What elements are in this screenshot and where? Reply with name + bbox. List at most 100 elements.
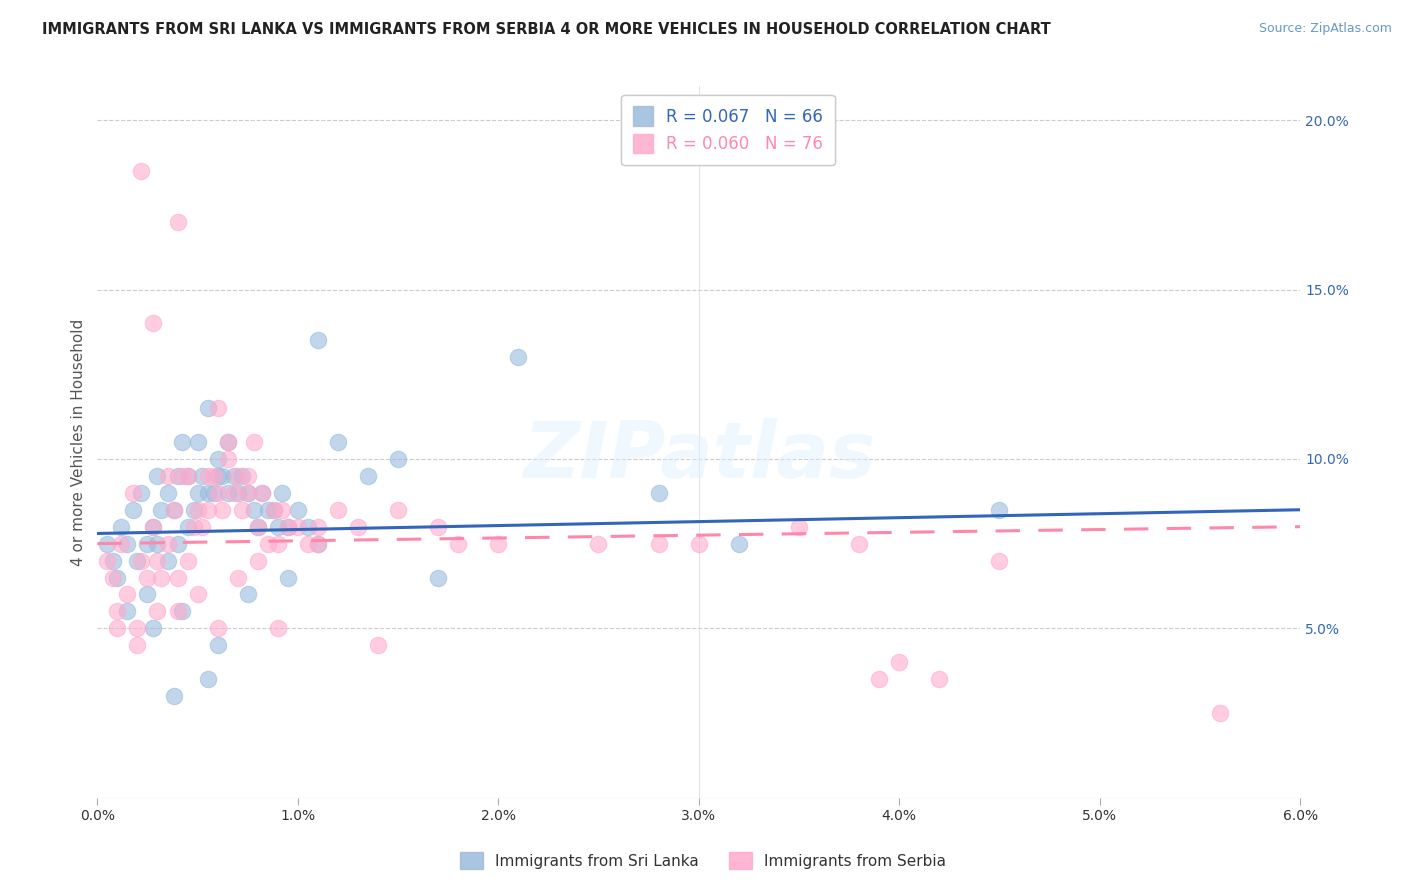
Point <box>236 485 259 500</box>
Point <box>142 317 165 331</box>
Point <box>367 638 389 652</box>
Point <box>170 604 193 618</box>
Point <box>150 570 173 584</box>
Point <box>787 519 810 533</box>
Point <box>387 502 409 516</box>
Point <box>207 621 229 635</box>
Point <box>166 570 188 584</box>
Point <box>176 469 198 483</box>
Point <box>96 553 118 567</box>
Point <box>110 519 132 533</box>
Point <box>127 621 149 635</box>
Point <box>222 469 245 483</box>
Point <box>136 587 159 601</box>
Point <box>508 351 530 365</box>
Text: Source: ZipAtlas.com: Source: ZipAtlas.com <box>1258 22 1392 36</box>
Point <box>197 401 219 416</box>
Point <box>387 452 409 467</box>
Point <box>988 553 1011 567</box>
Point <box>307 519 329 533</box>
Point <box>207 401 229 416</box>
Point <box>222 485 245 500</box>
Point <box>250 485 273 500</box>
Point <box>142 621 165 635</box>
Point <box>427 519 450 533</box>
Point <box>131 485 153 500</box>
Point <box>270 485 292 500</box>
Point <box>96 536 118 550</box>
Point <box>103 570 125 584</box>
Point <box>190 519 212 533</box>
Point <box>307 536 329 550</box>
Point <box>307 334 329 348</box>
Point <box>868 672 890 686</box>
Point <box>217 485 239 500</box>
Point <box>146 469 169 483</box>
Point <box>246 519 269 533</box>
Point <box>267 536 290 550</box>
Point <box>162 502 184 516</box>
Point <box>217 452 239 467</box>
Point <box>150 502 173 516</box>
Point <box>207 469 229 483</box>
Point <box>242 435 264 450</box>
Point <box>246 519 269 533</box>
Point <box>190 469 212 483</box>
Point <box>162 689 184 703</box>
Point <box>117 536 139 550</box>
Point <box>347 519 370 533</box>
Point <box>105 570 128 584</box>
Text: IMMIGRANTS FROM SRI LANKA VS IMMIGRANTS FROM SERBIA 4 OR MORE VEHICLES IN HOUSEH: IMMIGRANTS FROM SRI LANKA VS IMMIGRANTS … <box>42 22 1050 37</box>
Point <box>136 570 159 584</box>
Point <box>427 570 450 584</box>
Y-axis label: 4 or more Vehicles in Household: 4 or more Vehicles in Household <box>72 318 86 566</box>
Point <box>131 553 153 567</box>
Point <box>277 519 299 533</box>
Point <box>117 604 139 618</box>
Point <box>187 587 209 601</box>
Point <box>236 485 259 500</box>
Point <box>988 502 1011 516</box>
Point <box>688 536 710 550</box>
Point <box>166 215 188 229</box>
Point <box>202 485 225 500</box>
Point <box>156 469 179 483</box>
Point <box>297 519 319 533</box>
Point <box>105 604 128 618</box>
Point <box>136 536 159 550</box>
Point <box>162 502 184 516</box>
Point <box>1209 706 1232 720</box>
Point <box>326 502 349 516</box>
Point <box>156 485 179 500</box>
Point <box>647 485 669 500</box>
Point <box>142 519 165 533</box>
Point <box>928 672 950 686</box>
Point <box>226 469 249 483</box>
Point <box>267 519 290 533</box>
Point <box>197 502 219 516</box>
Point <box>142 519 165 533</box>
Point <box>326 435 349 450</box>
Point <box>277 519 299 533</box>
Point <box>183 502 205 516</box>
Point <box>267 621 290 635</box>
Point <box>176 519 198 533</box>
Point <box>588 536 610 550</box>
Point <box>207 452 229 467</box>
Point <box>848 536 870 550</box>
Point <box>287 519 309 533</box>
Point <box>176 553 198 567</box>
Point <box>166 604 188 618</box>
Legend: R = 0.067   N = 66, R = 0.060   N = 76: R = 0.067 N = 66, R = 0.060 N = 76 <box>621 95 835 165</box>
Point <box>110 536 132 550</box>
Point <box>146 536 169 550</box>
Point <box>187 485 209 500</box>
Point <box>277 570 299 584</box>
Point <box>226 570 249 584</box>
Point <box>211 502 233 516</box>
Point <box>263 502 285 516</box>
Point <box>246 553 269 567</box>
Point <box>263 502 285 516</box>
Point <box>270 502 292 516</box>
Point <box>170 469 193 483</box>
